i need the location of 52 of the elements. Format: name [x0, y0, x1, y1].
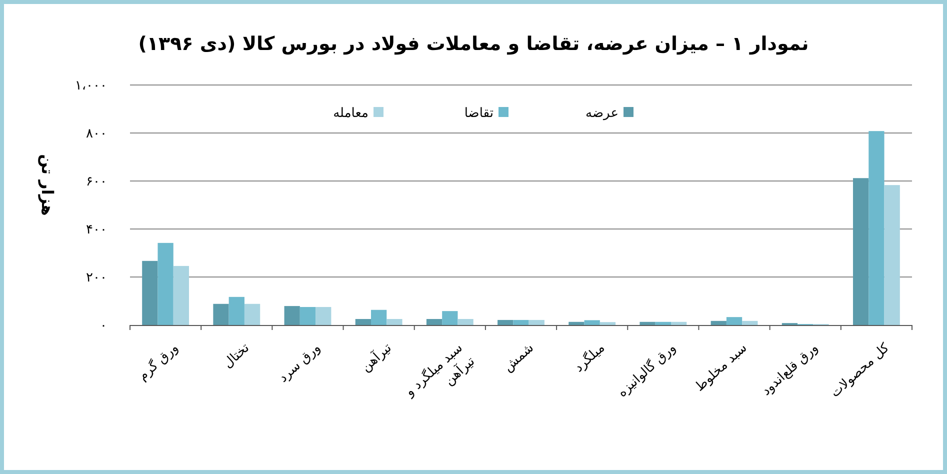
- bar: [442, 311, 458, 325]
- y-tick-label: ۲۰۰: [86, 270, 107, 286]
- bar: [300, 307, 316, 325]
- y-tick-label: ۶۰۰: [86, 174, 107, 190]
- x-tick-label: شمش: [500, 340, 537, 376]
- y-tick-label: ۸۰۰: [86, 126, 107, 142]
- bar: [355, 319, 371, 325]
- bar: [671, 322, 687, 325]
- bar: [173, 266, 190, 325]
- bar: [498, 320, 514, 325]
- x-tick-label: سبد مخلوط: [692, 340, 750, 395]
- bar: [213, 304, 229, 325]
- bar: [584, 320, 600, 325]
- y-axis-title: هزار تن: [38, 154, 57, 216]
- bar: [426, 319, 442, 325]
- bar: [655, 322, 671, 325]
- bar: [600, 322, 616, 325]
- x-tick-label: تختال: [220, 340, 253, 372]
- bar: [726, 317, 742, 325]
- bar: [710, 320, 726, 325]
- bar: [742, 320, 758, 325]
- bar: [142, 260, 158, 325]
- bar: [884, 185, 900, 325]
- x-tick-label: میلگرد: [571, 340, 608, 376]
- bar: [868, 131, 884, 325]
- legend-label: معامله: [333, 106, 368, 121]
- x-tick-label: ورق گرم: [134, 340, 182, 384]
- bar: [284, 306, 300, 325]
- bar: [244, 304, 260, 325]
- x-tick-label: تیرآهن: [357, 338, 395, 376]
- bar: [458, 319, 474, 325]
- x-tick-label: ورق سرد: [276, 340, 324, 386]
- y-tick-label: ۴۰۰: [86, 222, 107, 238]
- legend-label: تقاضا: [464, 106, 494, 121]
- bar: [316, 307, 332, 325]
- bar: [852, 178, 869, 325]
- y-tick-label: ۰: [100, 318, 107, 334]
- bar: [568, 322, 584, 325]
- x-tick-label: ورق قلع‌اندود: [758, 340, 822, 399]
- x-tick-label: ورق گالوانیزه: [614, 340, 680, 400]
- bar: [158, 242, 174, 325]
- bar: [228, 296, 244, 325]
- bar: [371, 310, 387, 325]
- legend-label: عرضه: [586, 106, 618, 121]
- y-tick-label: ۱،۰۰۰: [74, 78, 107, 94]
- x-tick-label: کل محصولات: [828, 340, 893, 401]
- bar: [513, 320, 529, 325]
- bar: [640, 322, 656, 325]
- x-tick-label: سبد میلگرد و تیرآهن: [401, 340, 478, 400]
- chart-title: نمودار ۱ – میزان عرضه، تقاضا و معاملات فولاد در بورس کالا (دی ۱۳۹۶): [138, 33, 809, 55]
- bar: [528, 320, 544, 325]
- bar: [386, 319, 402, 325]
